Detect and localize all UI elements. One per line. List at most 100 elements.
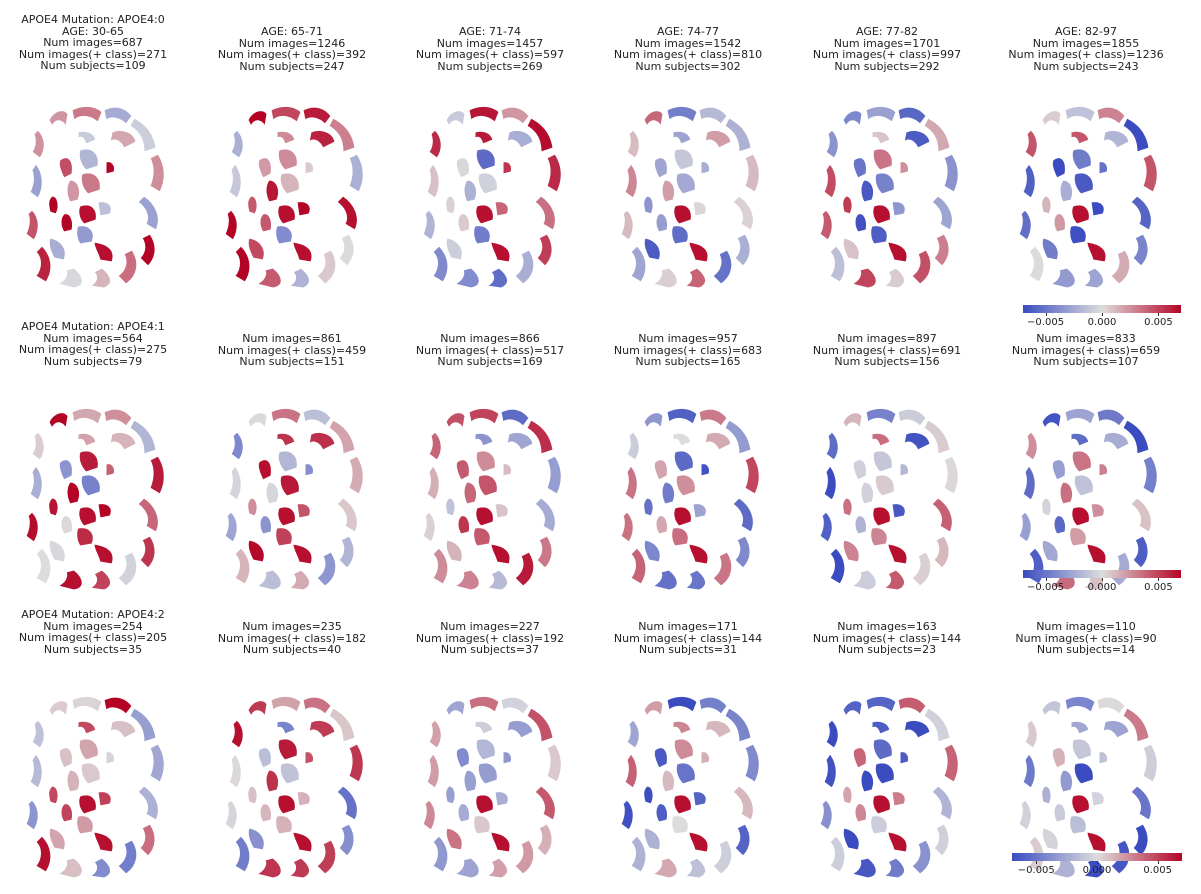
brain-region — [931, 785, 953, 821]
brain-region — [842, 497, 853, 517]
brain-region — [1071, 450, 1092, 473]
brain-slice-map — [224, 695, 364, 879]
brain-region — [506, 129, 534, 149]
panel-title-line: Num subjects=14 — [1036, 643, 1136, 657]
brain-region — [292, 831, 313, 853]
brain-region — [247, 497, 258, 517]
brain-region — [1041, 412, 1062, 430]
brain-region — [60, 515, 73, 535]
brain-region — [673, 450, 694, 473]
brain-region — [700, 751, 710, 765]
brain-region — [88, 857, 111, 879]
panel-title-line: Num images(+ class)=597 — [415, 48, 565, 62]
brain-region — [871, 432, 891, 447]
panel-title-line: Num subjects=37 — [440, 643, 540, 657]
brain-slice-map — [1018, 105, 1158, 289]
panel-title-line: Num images=687 — [43, 36, 143, 50]
panel-title-line: Num subjects=107 — [1033, 355, 1139, 369]
brain-region — [445, 700, 466, 718]
brain-region — [514, 249, 535, 285]
panel-title: Num images=957 Num images(+ class)=683 Num… — [589, 333, 787, 368]
brain-region — [257, 459, 272, 481]
brain-region — [620, 799, 634, 831]
brain-region — [477, 474, 498, 497]
brain-region — [117, 551, 138, 587]
brain-region — [473, 527, 491, 547]
brain-region — [943, 455, 959, 495]
brain-region — [872, 450, 893, 473]
brain-region — [1096, 408, 1126, 427]
brain-region — [882, 569, 905, 591]
brain-region — [1142, 455, 1158, 495]
brain-region — [29, 465, 43, 501]
brain-region — [819, 799, 833, 831]
brain-region — [865, 695, 897, 713]
brain-region — [230, 431, 244, 461]
brain-region — [724, 117, 752, 153]
brain-region — [1098, 751, 1108, 765]
brain-region — [1130, 497, 1152, 533]
brain-region — [475, 794, 494, 815]
brain-region — [643, 412, 664, 430]
brain-region — [292, 241, 313, 263]
brain-region — [1069, 815, 1087, 835]
brain-region — [850, 857, 877, 879]
brain-region — [328, 117, 356, 153]
brain-region — [432, 835, 449, 873]
brain-region — [97, 791, 112, 807]
panel-title: AGE: 82-97 Num images=1855 Num images(+ cl… — [987, 26, 1185, 72]
brain-region — [933, 823, 950, 857]
brain-region — [546, 455, 562, 495]
colorbar-tick — [1102, 578, 1103, 581]
brain-region — [823, 753, 837, 789]
brain-region — [1130, 195, 1152, 231]
brain-region — [1098, 161, 1108, 175]
brain-region — [277, 506, 296, 527]
panel-title-line: Num images=227 — [440, 620, 540, 633]
brain-region — [230, 719, 244, 749]
panel-title-line: Num images=171 — [638, 620, 738, 633]
brain-region — [872, 738, 893, 761]
brain-region — [825, 431, 839, 461]
brain-region — [58, 157, 73, 179]
brain-region — [247, 785, 258, 805]
brain-region — [887, 543, 908, 565]
brain-region — [854, 213, 867, 233]
brain-region — [1090, 503, 1105, 519]
panel-title-line: Num subjects=165 — [635, 355, 741, 369]
brain-region — [712, 249, 733, 285]
brain-region — [1069, 527, 1087, 547]
panel-title-line: Num images(+ class)=271 — [18, 47, 168, 61]
brain-region — [1049, 267, 1076, 289]
brain-region — [829, 547, 846, 585]
brain-region — [1070, 432, 1090, 447]
panel-title-line: Num subjects=302 — [635, 59, 741, 73]
brain-region — [445, 785, 456, 805]
brain-region — [700, 463, 710, 477]
panel-title-line: Num subjects=169 — [437, 355, 543, 369]
brain-region — [626, 719, 640, 749]
brain-panel: APOE4 Mutation: APOE4:2 Num images=254 Num… — [0, 604, 192, 894]
panel-title-line: Num images=1246 — [238, 36, 346, 50]
brain-region — [1070, 720, 1090, 735]
brain-region — [25, 799, 39, 831]
brain-region — [66, 179, 81, 203]
brain-region — [257, 157, 272, 179]
brain-region — [732, 195, 754, 231]
brain-region — [287, 267, 310, 289]
brain-region — [852, 747, 867, 769]
brain-region — [139, 535, 156, 569]
brain-region — [77, 432, 97, 447]
brain-region — [247, 110, 268, 128]
brain-slice-map — [620, 407, 760, 591]
brain-panel: AGE: 65-71 Num images=1246 Num images(+ cl… — [193, 14, 391, 304]
panel-title-line: AGE: 30-65 — [62, 24, 124, 38]
brain-region — [666, 407, 698, 425]
brain-region — [445, 110, 466, 128]
panel-title-line: Num images=861 — [242, 332, 342, 345]
brain-region — [882, 857, 905, 879]
brain-region — [1059, 481, 1074, 505]
brain-region — [265, 481, 280, 505]
brain-region — [673, 148, 694, 171]
brain-region — [704, 129, 732, 149]
